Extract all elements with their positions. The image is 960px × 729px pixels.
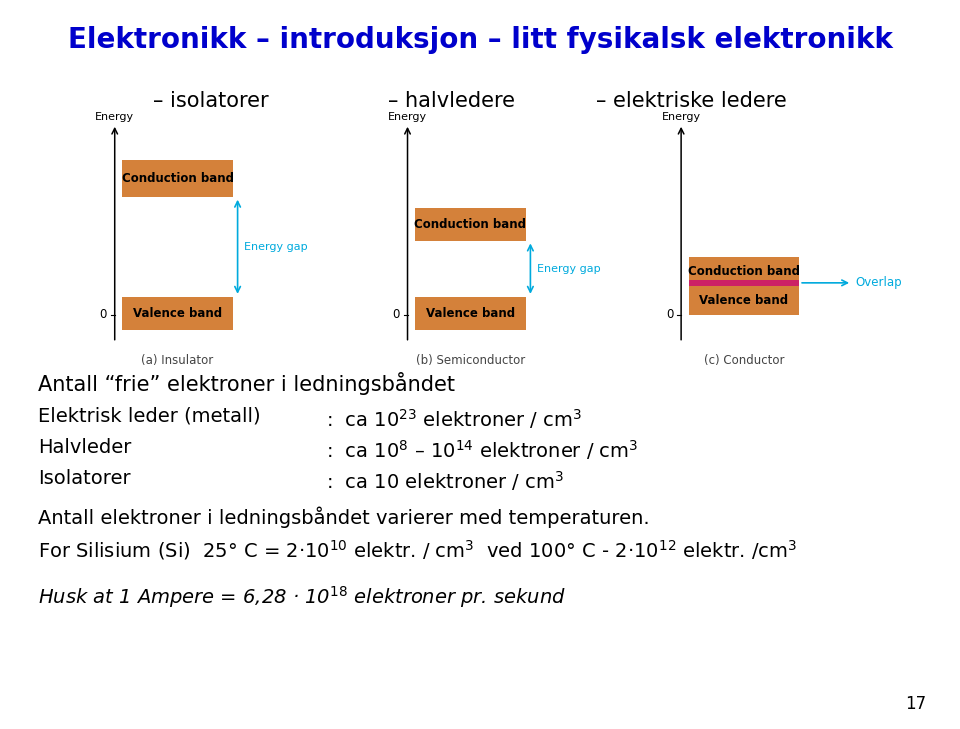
Text: Halvleder: Halvleder (38, 438, 132, 457)
Text: 0: 0 (100, 308, 107, 321)
Text: Husk at 1 Ampere = 6,28 · 10$^{18}$ elektroner pr. sekund: Husk at 1 Ampere = 6,28 · 10$^{18}$ elek… (38, 584, 566, 610)
Text: 0: 0 (393, 308, 399, 321)
Text: (a) Insulator: (a) Insulator (141, 354, 214, 367)
Text: Conduction band: Conduction band (688, 265, 800, 278)
Text: Energy gap: Energy gap (538, 264, 601, 273)
Text: Conduction band: Conduction band (122, 172, 233, 185)
Text: :  ca 10$^{23}$ elektroner / cm$^3$: : ca 10$^{23}$ elektroner / cm$^3$ (326, 407, 583, 431)
Text: (c) Conductor: (c) Conductor (704, 354, 784, 367)
Text: Energy: Energy (95, 112, 134, 122)
Text: Isolatorer: Isolatorer (38, 469, 131, 488)
Text: Valence band: Valence band (133, 307, 222, 319)
Bar (123, 160, 233, 197)
Bar (689, 286, 799, 315)
Text: Elektronikk – introduksjon – litt fysikalsk elektronikk: Elektronikk – introduksjon – litt fysika… (67, 26, 893, 53)
Text: (b) Semiconductor: (b) Semiconductor (416, 354, 525, 367)
Bar (123, 297, 233, 330)
Bar (689, 280, 799, 286)
Bar (415, 208, 526, 241)
Text: – elektriske ledere: – elektriske ledere (596, 91, 786, 111)
Text: – isolatorer: – isolatorer (154, 91, 269, 111)
Text: :  ca 10$^{8}$ – 10$^{14}$ elektroner / cm$^3$: : ca 10$^{8}$ – 10$^{14}$ elektroner / c… (326, 438, 638, 462)
Text: Valence band: Valence band (426, 307, 515, 319)
Bar (415, 297, 526, 330)
Text: – halvledere: – halvledere (388, 91, 515, 111)
Text: Antall elektroner i ledningsbåndet varierer med temperaturen.: Antall elektroner i ledningsbåndet varie… (38, 507, 650, 528)
Text: Elektrisk leder (metall): Elektrisk leder (metall) (38, 407, 261, 426)
Text: For Silisium (Si)  25° C = 2·10$^{10}$ elektr. / cm$^3$  ved 100° C - 2·10$^{12}: For Silisium (Si) 25° C = 2·10$^{10}$ el… (38, 538, 798, 562)
Bar (689, 257, 799, 286)
Text: :  ca 10 elektroner / cm$^3$: : ca 10 elektroner / cm$^3$ (326, 469, 564, 494)
Text: Overlap: Overlap (855, 276, 901, 289)
Text: 0: 0 (666, 308, 674, 321)
Text: Conduction band: Conduction band (415, 218, 526, 230)
Text: Valence band: Valence band (700, 294, 788, 307)
Text: 17: 17 (905, 695, 926, 713)
Text: Energy gap: Energy gap (244, 242, 308, 252)
Text: Energy: Energy (388, 112, 427, 122)
Text: Energy: Energy (661, 112, 701, 122)
Text: Antall “frie” elektroner i ledningsbåndet: Antall “frie” elektroner i ledningsbånde… (38, 372, 455, 395)
